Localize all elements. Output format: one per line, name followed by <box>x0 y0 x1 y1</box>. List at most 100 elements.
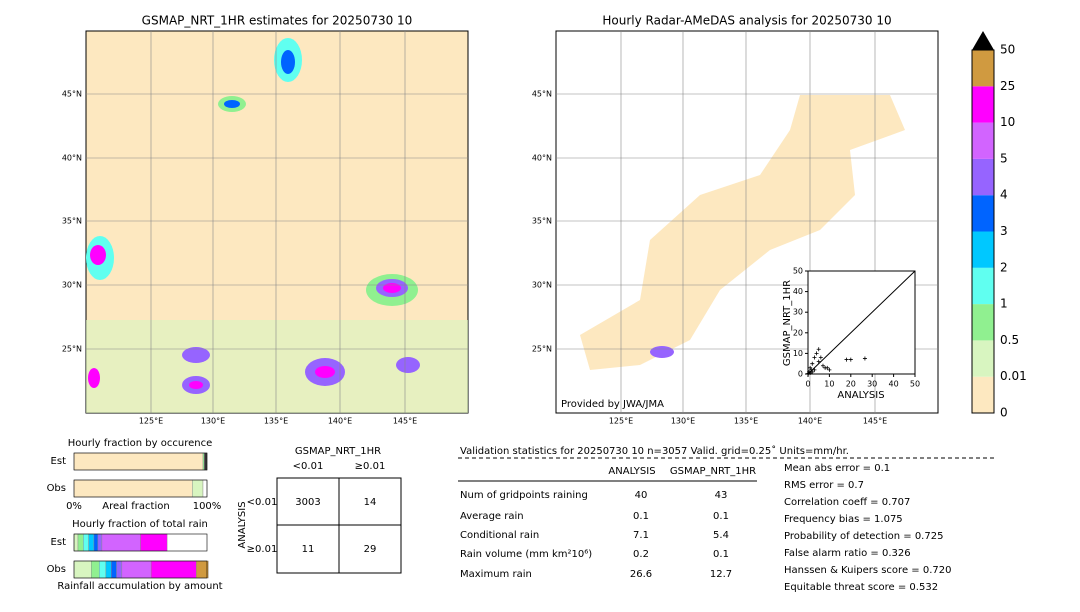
row-label: ≥0.01 <box>247 544 278 555</box>
row-label: Rain volume (mm km²10⁶) <box>460 549 592 560</box>
col-header: GSMAP_NRT_1HR <box>670 466 756 477</box>
point <box>862 356 867 361</box>
colorbar-label: 2 <box>1000 260 1008 274</box>
fraction-segment <box>204 452 208 471</box>
row-label: Est <box>51 537 67 548</box>
col-label: ≥0.01 <box>355 461 386 472</box>
point <box>820 363 825 368</box>
lat-label: 25°N <box>532 345 552 354</box>
fraction-segment <box>105 560 112 579</box>
fraction-segment <box>83 533 89 552</box>
lon-label: 135°E <box>264 417 288 426</box>
colorbar-swatch <box>972 195 994 232</box>
total-rain-footer: Rainfall accumulation by amount <box>57 581 222 592</box>
x-tick-label: 20 <box>846 380 856 389</box>
fraction-segment <box>111 560 117 579</box>
cell: 14 <box>364 497 377 508</box>
y-tick-label: 50 <box>793 267 803 276</box>
x-tick-label: 30 <box>867 380 877 389</box>
bar-frame <box>73 560 208 579</box>
axis-right: 100% <box>193 501 222 512</box>
row-value: 26.6 <box>630 569 652 580</box>
row-value: 43 <box>715 490 728 501</box>
colorbar-swatch <box>972 340 994 377</box>
fraction-segment <box>196 560 209 579</box>
colorbar-extend <box>972 31 994 50</box>
score: Equitable threat score = 0.532 <box>784 582 938 593</box>
col-header: ANALYSIS <box>608 466 655 477</box>
y-tick-label: 40 <box>793 287 803 296</box>
point <box>825 365 830 370</box>
x-tick-label: 50 <box>910 380 920 389</box>
x-tick-label: 40 <box>889 380 899 389</box>
colorbar-label: 0.5 <box>1000 333 1019 347</box>
x-tick-label: 10 <box>824 380 834 389</box>
colorbar-swatch <box>972 50 994 87</box>
lat-label: 40°N <box>62 154 82 163</box>
score: Frequency bias = 1.075 <box>784 514 903 525</box>
point <box>816 359 821 364</box>
scatter-xlabel: ANALYSIS <box>837 390 884 401</box>
score: False alarm ratio = 0.326 <box>784 548 911 559</box>
fraction-segment <box>150 560 197 579</box>
lat-label: 40°N <box>532 154 552 163</box>
row-value: 0.1 <box>713 511 729 522</box>
colorbar-label: 1 <box>1000 297 1008 311</box>
fraction-segment <box>93 533 99 552</box>
radar-rain <box>650 346 674 358</box>
row-label: Obs <box>47 564 66 575</box>
colorbar-label: 50 <box>1000 43 1015 57</box>
colorbar-label: 3 <box>1000 224 1008 238</box>
lat-label: 25°N <box>62 345 82 354</box>
fraction-segment <box>202 479 208 498</box>
fraction-segment <box>140 533 168 552</box>
diagonal <box>807 270 916 375</box>
colorbar-swatch <box>972 376 994 413</box>
colorbar-label: 10 <box>1000 115 1015 129</box>
point <box>810 369 815 374</box>
fraction-segment <box>73 452 204 471</box>
bar-frame <box>73 533 208 552</box>
point <box>812 355 817 360</box>
colorbar-label: 25 <box>1000 79 1015 93</box>
row-label: <0.01 <box>247 497 278 508</box>
contingency-ylabel: ANALYSIS <box>237 501 248 548</box>
rain-blobs <box>86 38 468 413</box>
axis-mid: Areal fraction <box>102 501 169 512</box>
colorbar-frame <box>971 49 995 414</box>
fraction-segment <box>77 533 84 552</box>
lat-label: 30°N <box>62 281 82 290</box>
col-label: <0.01 <box>293 461 324 472</box>
lon-label: 130°E <box>671 417 695 426</box>
lat-label: 45°N <box>62 90 82 99</box>
y-tick-label: 30 <box>793 308 803 317</box>
row-value: 40 <box>635 490 648 501</box>
radar-coverage <box>580 95 905 370</box>
occurrence-title: Hourly fraction by occurence <box>68 438 212 449</box>
point <box>808 370 813 375</box>
score: Correlation coeff = 0.707 <box>784 497 910 508</box>
cell: 3003 <box>295 497 320 508</box>
fraction-segment <box>97 533 103 552</box>
fraction-segment <box>73 560 92 579</box>
point <box>844 357 849 362</box>
colorbar-swatch <box>972 122 994 159</box>
total-rain-title: Hourly fraction of total rain <box>72 519 208 530</box>
fraction-segment <box>91 560 100 579</box>
x-tick-label: 0 <box>805 380 810 389</box>
row-value: 12.7 <box>710 569 732 580</box>
colorbar-swatch <box>972 158 994 196</box>
lon-label: 145°E <box>863 417 887 426</box>
row-label: Num of gridpoints raining <box>460 490 588 501</box>
lat-label: 30°N <box>532 281 552 290</box>
credit: Provided by JWA/JMA <box>561 399 664 410</box>
scatter-ylabel: GSMAP_NRT_1HR <box>782 280 793 366</box>
colorbar-label: 4 <box>1000 188 1008 202</box>
row-label: Average rain <box>460 511 524 522</box>
point <box>848 357 853 362</box>
lat-label: 35°N <box>532 217 552 226</box>
lat-label: 45°N <box>532 90 552 99</box>
y-tick-label: 0 <box>798 370 803 379</box>
colorbar-swatch <box>972 86 994 123</box>
lon-label: 125°E <box>139 417 163 426</box>
